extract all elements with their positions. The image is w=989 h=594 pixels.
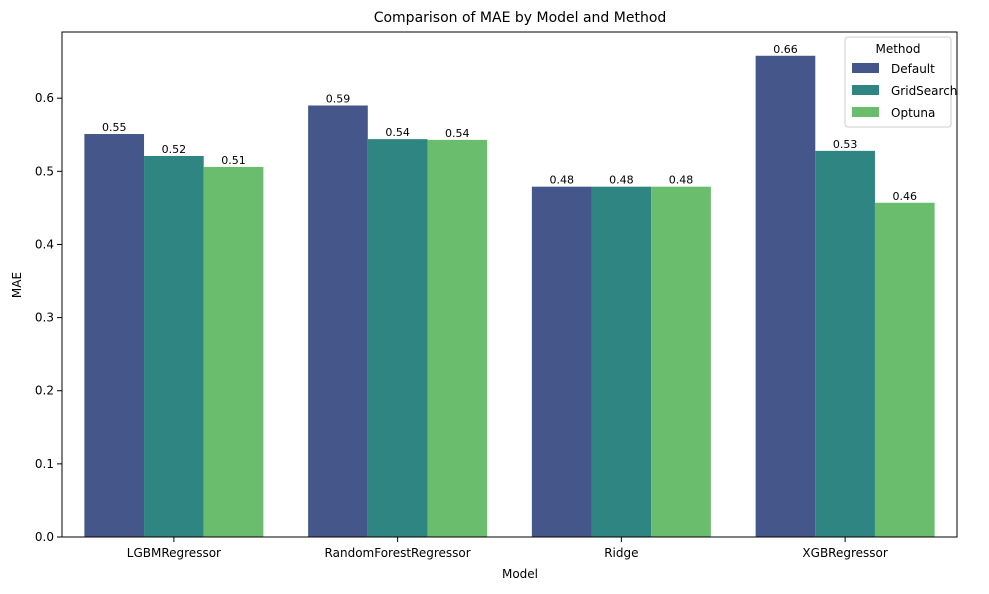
- x-tick-label: LGBMRegressor: [127, 546, 221, 560]
- bar-gridsearch-xgbregressor: [815, 150, 875, 538]
- data-label: 0.53: [833, 138, 858, 151]
- data-label: 0.48: [549, 174, 574, 187]
- bar-optuna-xgbregressor: [874, 202, 935, 537]
- legend-box: [844, 36, 952, 128]
- chart-title: Comparison of MAE by Model and Method: [374, 10, 667, 26]
- data-label: 0.66: [773, 43, 798, 56]
- data-label: 0.51: [221, 154, 246, 167]
- bar-default-lgbmregressor: [84, 134, 145, 537]
- legend: Method Default GridSearch Optuna: [844, 36, 957, 128]
- bar-gridsearch-randomforestregressor: [367, 139, 428, 537]
- data-label: 0.52: [162, 143, 187, 156]
- y-axis: 0.0 0.1 0.2 0.3 0.4 0.5 0.6: [35, 91, 62, 544]
- bars-layer: [84, 55, 935, 538]
- data-label: 0.48: [609, 174, 634, 187]
- bar-default-ridge: [531, 186, 592, 537]
- x-tick-label: Ridge: [604, 546, 638, 560]
- data-label: 0.55: [102, 121, 127, 134]
- legend-label-default: Default: [891, 62, 935, 76]
- y-tick-label: 0.0: [35, 530, 54, 544]
- bar-gridsearch-lgbmregressor: [144, 155, 204, 537]
- legend-label-gridsearch: GridSearch: [891, 84, 957, 98]
- plot-area-frame: [61, 31, 958, 538]
- legend-title: Method: [875, 42, 920, 56]
- bar-gridsearch-ridge: [591, 186, 652, 537]
- y-tick-label: 0.4: [35, 237, 54, 251]
- x-tick-label: RandomForestRegressor: [325, 546, 471, 560]
- data-label: 0.54: [445, 127, 470, 140]
- data-label: 0.54: [385, 126, 410, 139]
- legend-swatch-optuna: [852, 107, 879, 117]
- data-label: 0.46: [893, 190, 918, 203]
- legend-entries: Default GridSearch Optuna: [852, 62, 957, 120]
- y-tick-label: 0.1: [35, 457, 54, 471]
- y-tick-label: 0.5: [35, 164, 54, 178]
- legend-swatch-gridsearch: [852, 85, 879, 95]
- data-labels-layer: 0.55 0.59 0.48 0.66 0.52 0.54 0.48 0.53 0.51 0.54…: [102, 43, 917, 203]
- legend-label-optuna: Optuna: [891, 106, 935, 120]
- bar-optuna-lgbmregressor: [203, 166, 264, 538]
- y-tick-label: 0.2: [35, 384, 54, 398]
- x-tick-label: XGBRegressor: [802, 546, 887, 560]
- bar-optuna-randomforestregressor: [427, 139, 488, 537]
- bar-optuna-ridge: [651, 186, 711, 537]
- data-label: 0.59: [326, 93, 351, 106]
- y-tick-label: 0.3: [35, 311, 54, 325]
- bar-default-xgbregressor: [755, 55, 816, 537]
- bar-default-randomforestregressor: [308, 105, 368, 537]
- y-tick-label: 0.6: [35, 91, 54, 105]
- y-axis-label: MAE: [10, 272, 24, 298]
- data-label: 0.48: [669, 174, 694, 187]
- x-axis-label: Model: [502, 567, 538, 581]
- legend-swatch-default: [852, 63, 879, 73]
- x-axis: LGBMRegressor RandomForestRegressor Ridge X…: [127, 537, 888, 560]
